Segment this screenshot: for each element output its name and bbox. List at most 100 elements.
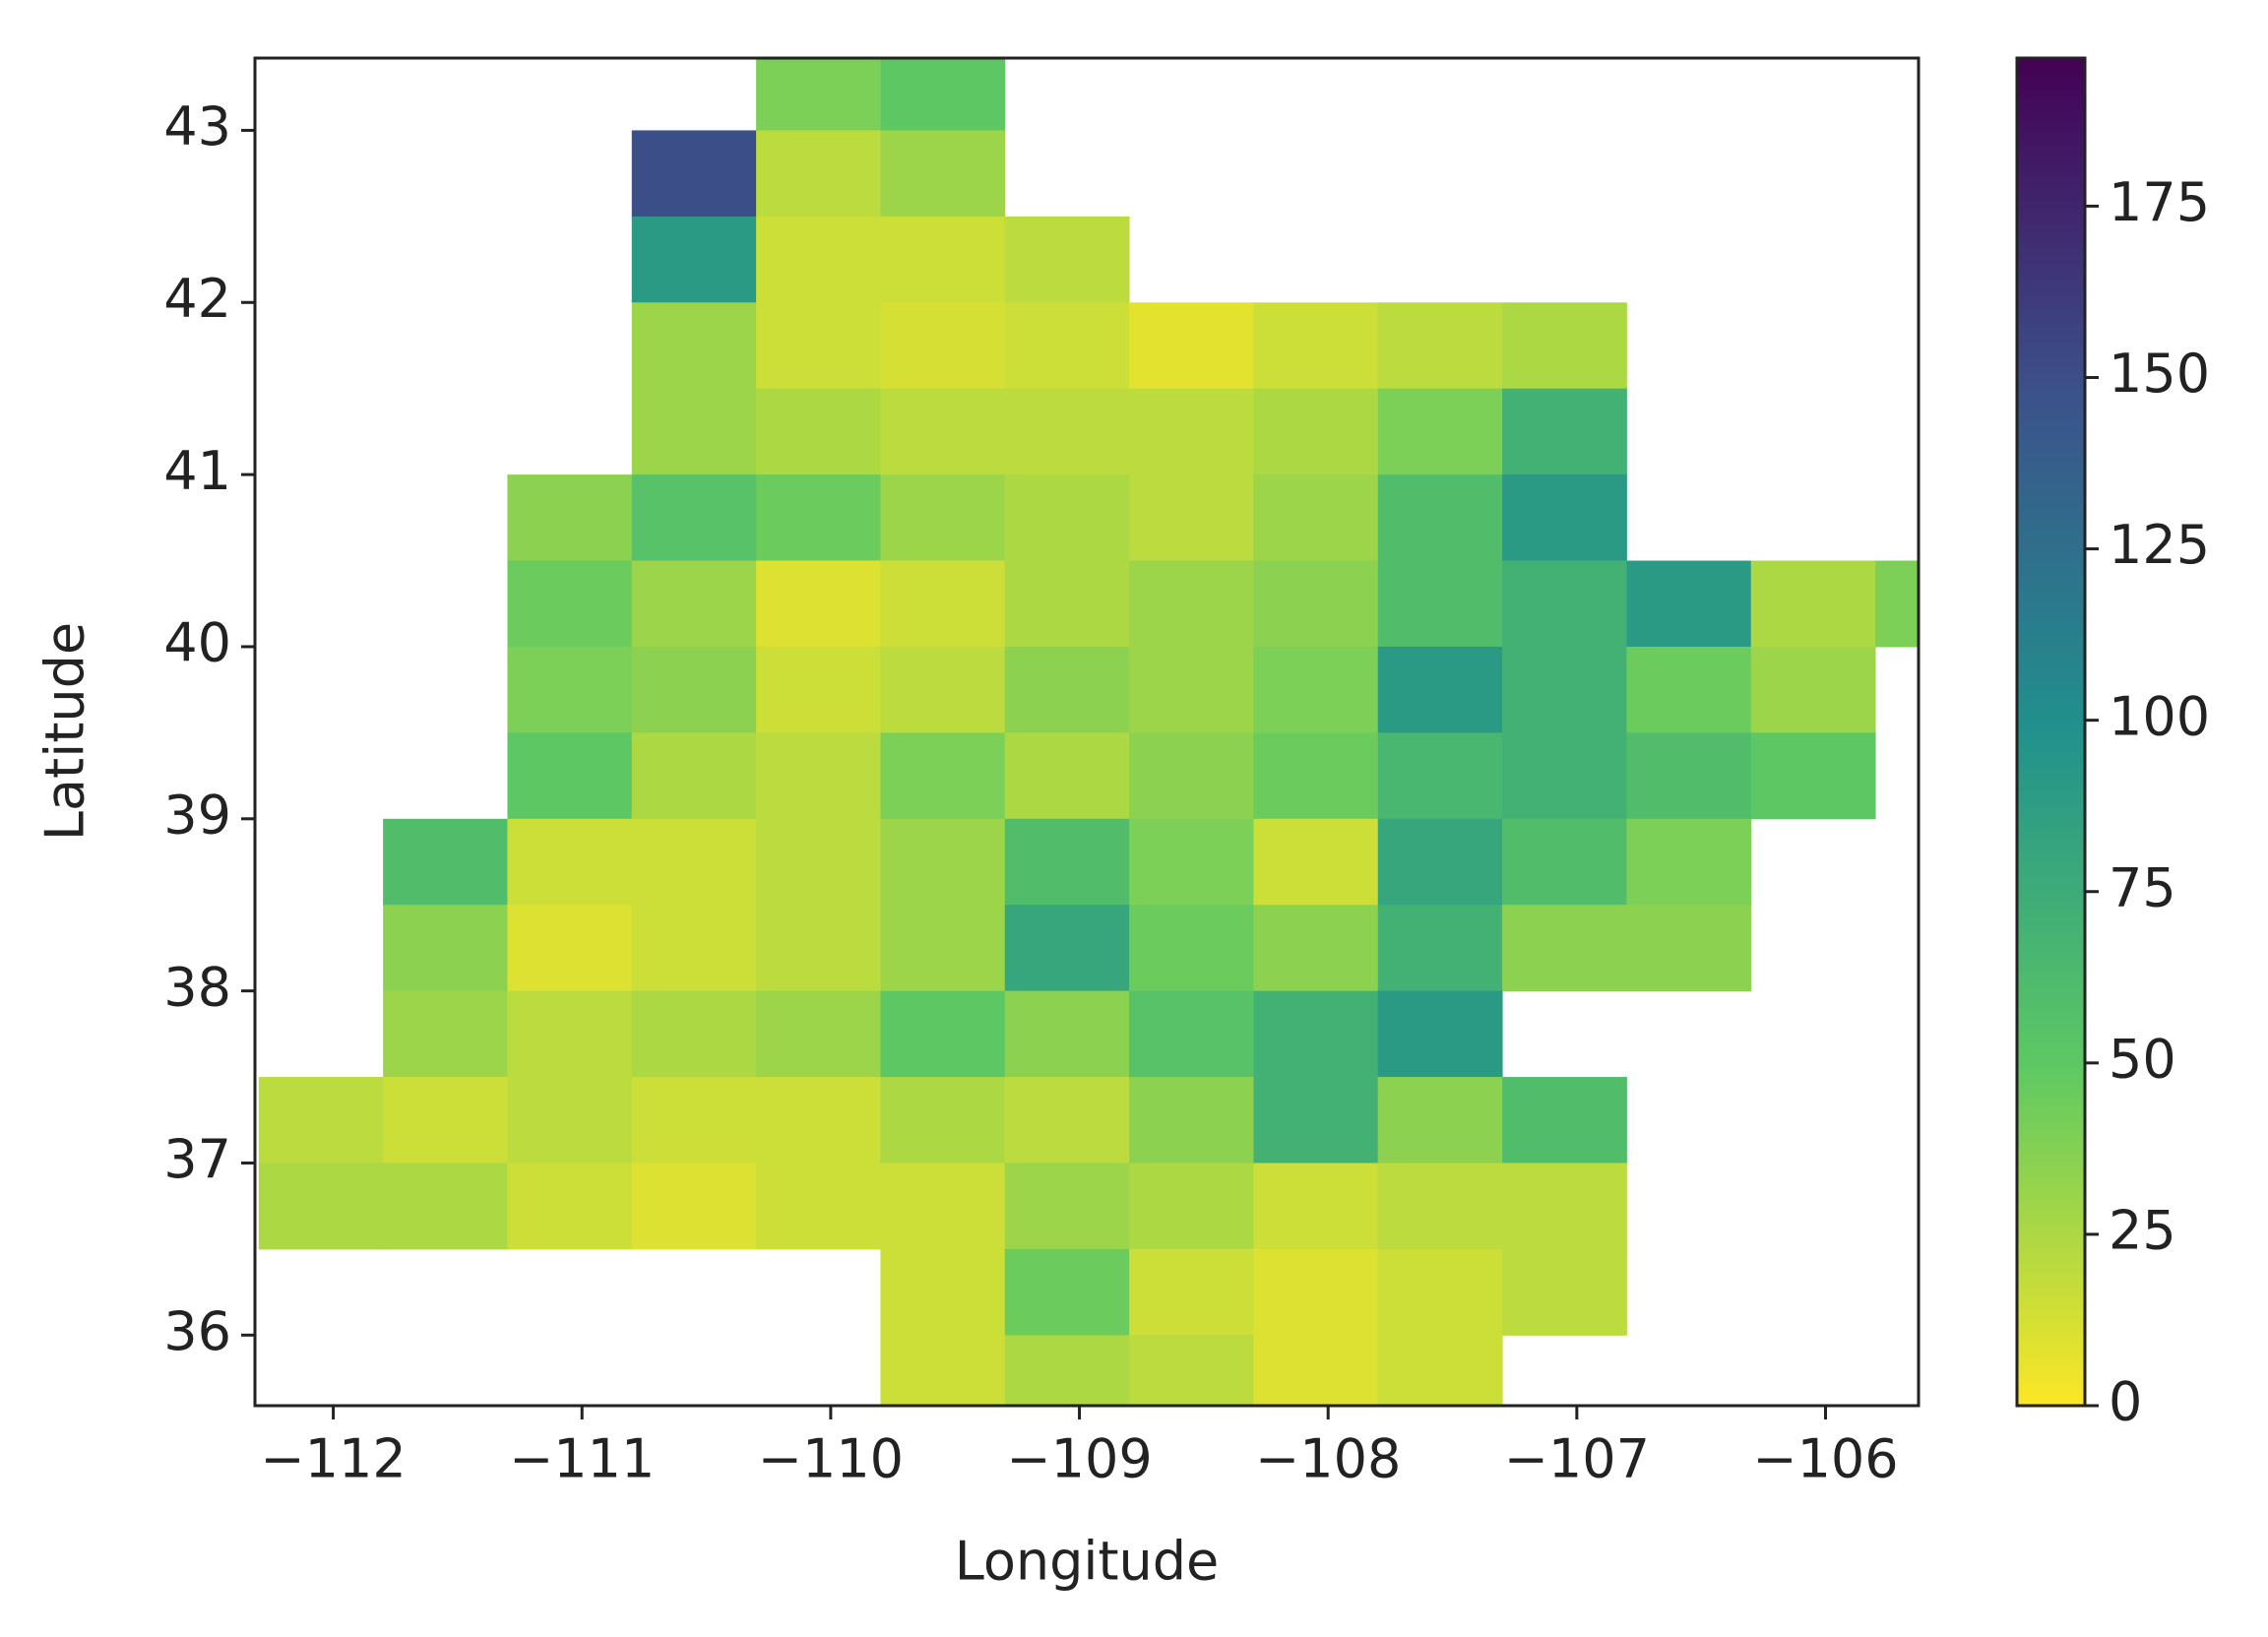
- heatmap-cell: [1626, 560, 1752, 648]
- heatmap-cell: [1253, 1248, 1379, 1336]
- heatmap-cell: [507, 732, 633, 820]
- colorbar-tick-label: 0: [2109, 1371, 2142, 1433]
- heatmap-cell: [1129, 905, 1254, 992]
- heatmap-cell: [756, 990, 881, 1078]
- heatmap-cell: [1377, 1248, 1503, 1336]
- heatmap-cell: [1502, 1248, 1627, 1336]
- heatmap-cell: [1502, 474, 1627, 562]
- heatmap-cell: [1377, 732, 1503, 820]
- heatmap-cell: [1626, 905, 1752, 992]
- x-tick-label: −109: [1006, 1428, 1152, 1490]
- heatmap-cell: [631, 1077, 757, 1164]
- heatmap-cell: [1253, 1163, 1379, 1250]
- heatmap-cell: [1004, 1248, 1130, 1336]
- heatmap-cell: [507, 905, 633, 992]
- heatmap-cell: [631, 646, 757, 733]
- heatmap-cell: [1004, 905, 1130, 992]
- heatmap-cell: [880, 818, 1006, 906]
- heatmap-cell: [880, 990, 1006, 1078]
- heatmap-cell: [383, 818, 508, 906]
- heatmap-cell: [756, 302, 881, 390]
- heatmap-cell: [1253, 388, 1379, 475]
- y-axis-label: Latitude: [34, 622, 96, 841]
- heatmap-cell: [756, 560, 881, 648]
- colorbar-tick-label: 150: [2109, 343, 2210, 405]
- heatmap-cell: [1626, 818, 1752, 906]
- heatmap-cell: [631, 990, 757, 1078]
- heatmap-cell: [1004, 1335, 1130, 1406]
- y-tick-label: 42: [163, 268, 231, 330]
- heatmap-cell: [1626, 646, 1752, 733]
- heatmap-cell: [1502, 646, 1627, 733]
- heatmap-cell: [1129, 1163, 1254, 1250]
- heatmap-cell: [1129, 302, 1254, 390]
- x-tick-label: −112: [260, 1428, 406, 1490]
- heatmap-cell: [1004, 216, 1130, 303]
- x-tick-label: −110: [758, 1428, 904, 1490]
- heatmap-cell: [631, 130, 757, 218]
- heatmap-cell: [383, 990, 508, 1078]
- heatmap-cell: [258, 1163, 384, 1250]
- heatmap-cell: [1253, 1077, 1379, 1164]
- heatmap-cell: [631, 732, 757, 820]
- heatmap-cell: [1626, 732, 1752, 820]
- heatmap-cell: [631, 388, 757, 475]
- heatmap-cell: [631, 560, 757, 648]
- heatmap-cell: [383, 1163, 508, 1250]
- heatmap-cell: [1129, 560, 1254, 648]
- heatmap-cell: [1253, 302, 1379, 390]
- colorbar: [2015, 56, 2087, 1408]
- heatmap-cell: [880, 388, 1006, 475]
- heatmap-cell: [1004, 732, 1130, 820]
- heatmap-cell: [507, 1077, 633, 1164]
- heatmap-cell: [1377, 646, 1503, 733]
- heatmap-cell: [1253, 560, 1379, 648]
- heatmap-cell: [1253, 474, 1379, 562]
- heatmap-cell: [1750, 646, 1876, 733]
- y-tick-label: 37: [163, 1128, 231, 1190]
- heatmap-cell: [258, 1077, 384, 1164]
- heatmap-cell: [880, 474, 1006, 562]
- plot-frame: [253, 56, 1921, 1408]
- y-tick-label: 38: [163, 956, 231, 1018]
- heatmap-cell: [880, 1163, 1006, 1250]
- heatmap-cell: [1750, 560, 1876, 648]
- heatmap-cell: [880, 560, 1006, 648]
- y-tick-label: 36: [163, 1300, 231, 1362]
- heatmap-cell: [1502, 732, 1627, 820]
- y-tick-label: 40: [163, 612, 231, 674]
- heatmap-cell: [756, 1163, 881, 1250]
- heatmap-cell: [1129, 388, 1254, 475]
- heatmap-cell: [880, 732, 1006, 820]
- heatmap-cell: [880, 58, 1006, 131]
- heatmap-cell: [631, 1163, 757, 1250]
- heatmap-cell: [507, 646, 633, 733]
- x-tick-label: −106: [1752, 1428, 1898, 1490]
- heatmap-cell: [1750, 732, 1876, 820]
- x-tick-label: −107: [1504, 1428, 1650, 1490]
- x-axis-label: Longitude: [955, 1531, 1220, 1593]
- heatmap-cell: [507, 560, 633, 648]
- heatmap-cell: [1004, 990, 1130, 1078]
- heatmap-cell: [756, 1077, 881, 1164]
- heatmap-cell: [756, 216, 881, 303]
- heatmap-cell: [383, 1077, 508, 1164]
- colorbar-tick-label: 100: [2109, 685, 2210, 747]
- heatmap-cell: [756, 732, 881, 820]
- heatmap-cell: [1377, 1335, 1503, 1406]
- heatmap-cells: [258, 58, 1919, 1406]
- x-tick-label: −111: [509, 1428, 655, 1490]
- heatmap-cell: [1377, 1163, 1503, 1250]
- heatmap-cell: [1502, 1163, 1627, 1250]
- heatmap-cell: [1377, 388, 1503, 475]
- x-tick-label: −108: [1255, 1428, 1401, 1490]
- heatmap-cell: [1004, 560, 1130, 648]
- heatmap-cell: [1502, 818, 1627, 906]
- heatmap-cell: [880, 130, 1006, 218]
- heatmap-cell: [1253, 646, 1379, 733]
- heatmap-cell: [1875, 560, 1919, 648]
- heatmap-cell: [1502, 560, 1627, 648]
- heatmap-cell: [1129, 646, 1254, 733]
- heatmap-cell: [1502, 388, 1627, 475]
